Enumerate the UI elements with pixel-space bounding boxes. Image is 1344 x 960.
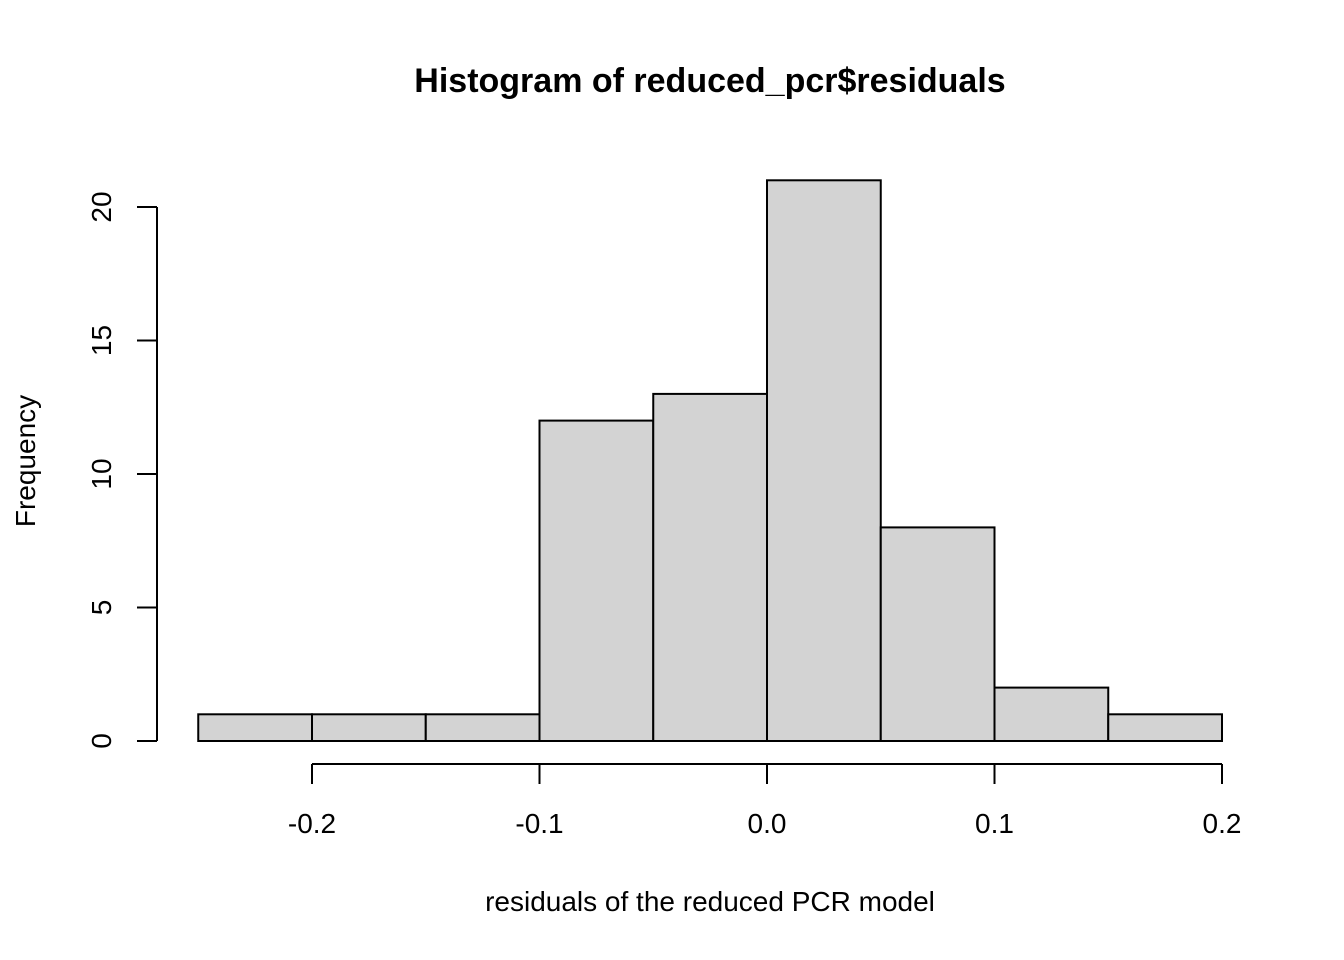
y-tick-label: 10 bbox=[86, 458, 117, 489]
y-tick-label: 20 bbox=[86, 191, 117, 222]
histogram-bar-4 bbox=[538, 419, 655, 742]
histogram-bar-3 bbox=[424, 713, 541, 742]
y-axis-label: Frequency bbox=[10, 395, 41, 527]
chart-title: Histogram of reduced_pcr$residuals bbox=[414, 62, 1005, 100]
histogram-bar-8 bbox=[993, 686, 1110, 742]
histogram-bar-2 bbox=[311, 713, 427, 742]
y-tick-label: 5 bbox=[86, 600, 117, 616]
x-tick-label: 0.1 bbox=[975, 808, 1014, 839]
histogram-bar-7 bbox=[879, 526, 996, 743]
histogram-bar-6 bbox=[766, 179, 882, 743]
bars-group bbox=[197, 179, 1223, 743]
y-axis: 0 5 10 15 20 bbox=[86, 191, 158, 749]
histogram-bar-9 bbox=[1107, 713, 1223, 742]
y-tick-label: 15 bbox=[86, 325, 117, 356]
histogram-bar-5 bbox=[652, 392, 768, 742]
x-tick-label: 0.0 bbox=[748, 808, 787, 839]
x-axis: -0.2 -0.1 0.0 0.1 0.2 bbox=[288, 763, 1242, 839]
x-tick-label: -0.1 bbox=[515, 808, 563, 839]
x-tick-label: -0.2 bbox=[288, 808, 336, 839]
histogram-bar-1 bbox=[197, 713, 313, 742]
x-axis-label: residuals of the reduced PCR model bbox=[485, 886, 935, 917]
y-tick-label: 0 bbox=[86, 733, 117, 749]
x-tick-label: 0.2 bbox=[1203, 808, 1242, 839]
